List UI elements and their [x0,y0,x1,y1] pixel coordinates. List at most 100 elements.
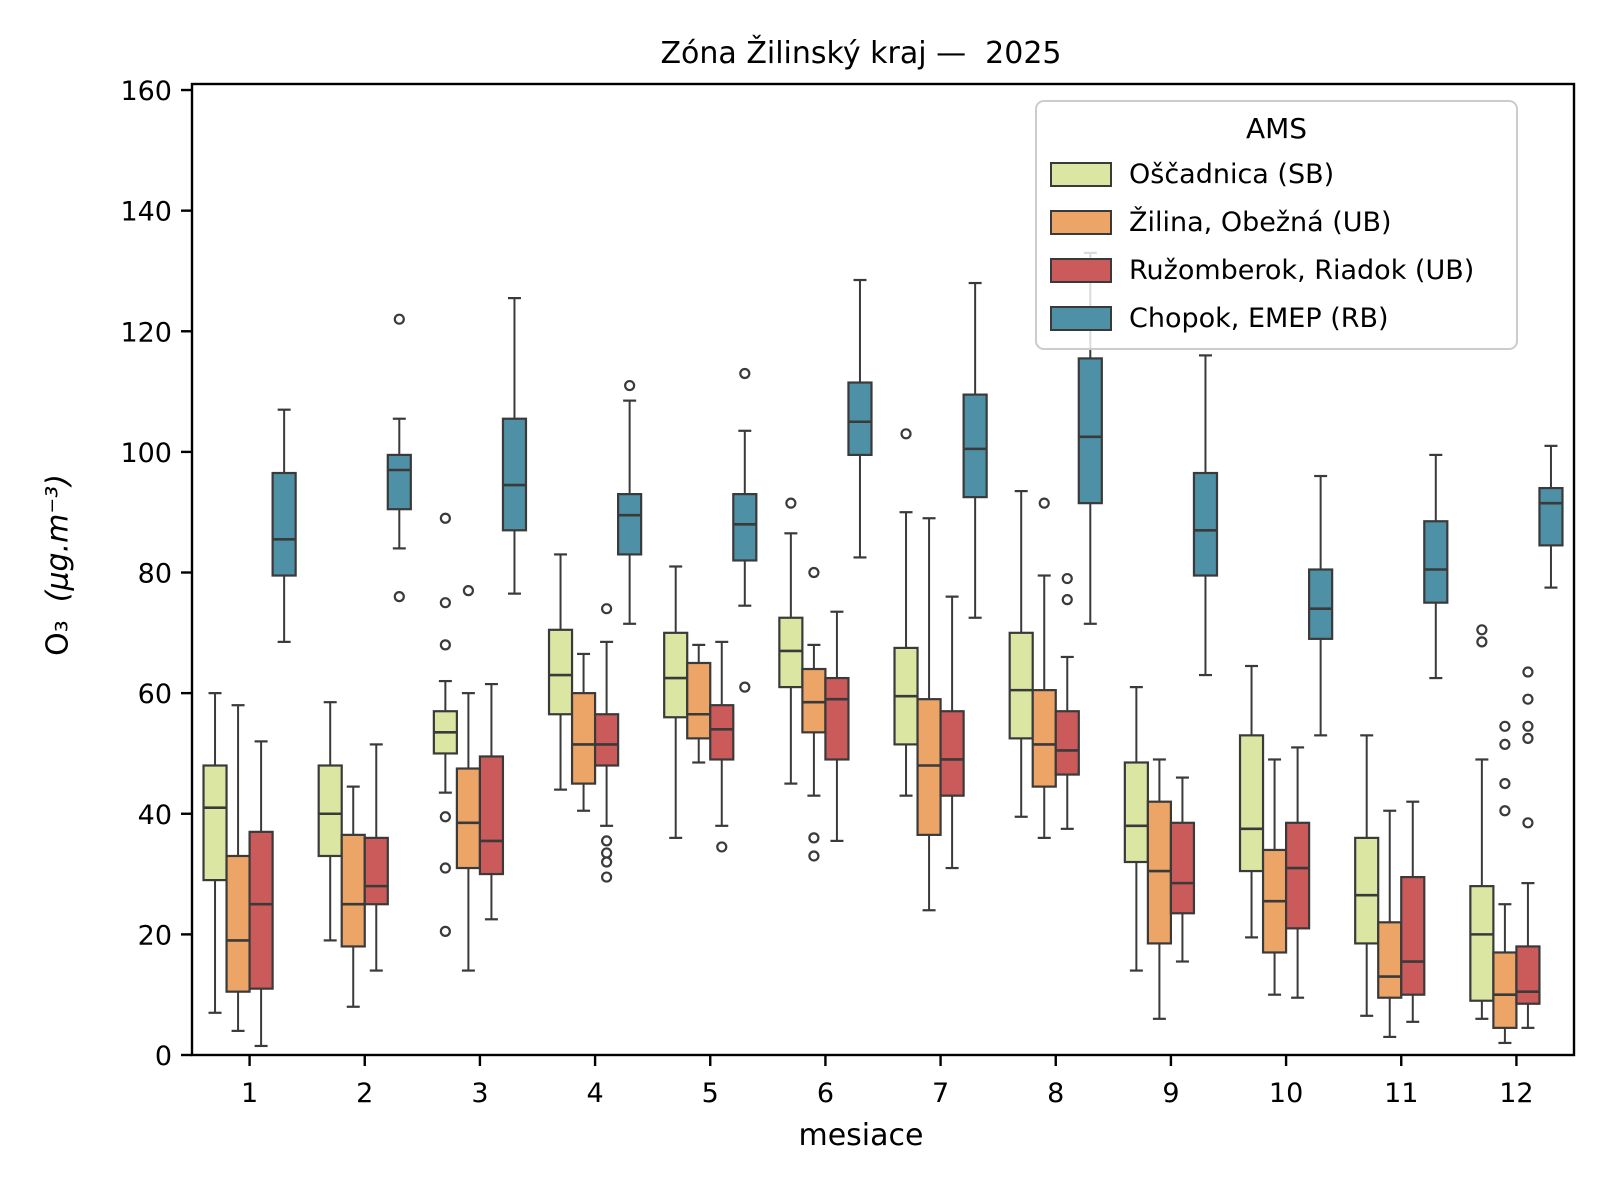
outlier-point [900,428,912,440]
iqr-box [1054,710,1080,776]
box-ruzomberok-riadok-month-4 [593,603,620,883]
iqr-box [225,854,251,993]
box-oscadnica-month-2 [317,701,343,942]
iqr-box [271,471,297,577]
iqr-box [478,755,505,876]
iqr-box [1354,836,1380,945]
x-tick-label: 3 [471,1078,488,1109]
legend-item-chopok-emep: Chopok, EMEP (RB) [1037,294,1516,342]
y-axis-label: O₃ (μg.m⁻³) [41,474,76,656]
outlier-point [439,639,451,651]
outlier-point [716,841,728,853]
iqr-box [363,836,389,906]
iqr-box [386,453,412,511]
iqr-box [1377,921,1403,999]
iqr-box [455,767,482,870]
outlier-point [1476,636,1488,648]
box-chopok-emep-month-1 [271,408,297,643]
box-ruzomberok-riadok-month-6 [824,610,850,842]
x-tick-label: 7 [932,1078,949,1109]
outlier-point [600,847,613,859]
outlier-point [393,591,405,603]
iqr-box [593,713,620,767]
box-oscadnica-month-5 [663,565,689,839]
outlier-point [1476,624,1488,636]
box-zilina-obezna-month-2 [340,785,366,1008]
iqr-box [709,704,735,761]
iqr-box [1169,821,1196,915]
box-zilina-obezna-month-6 [801,566,827,862]
outlier-point [600,871,613,883]
series-ruzomberok-riadok [248,572,1541,1048]
iqr-box [340,833,366,948]
box-ruzomberok-riadok-month-8 [1054,572,1080,830]
iqr-box [1469,885,1495,1002]
box-oscadnica-month-11 [1354,734,1380,1017]
outlier-point [1061,594,1073,606]
box-zilina-obezna-month-3 [455,585,482,972]
y-tick-label: 140 [120,197,172,228]
iqr-box [501,417,528,532]
outlier-point [1499,805,1511,817]
series-oscadnica [202,428,1495,1020]
box-zilina-obezna-month-12 [1492,720,1518,1045]
x-tick-label: 12 [1499,1078,1533,1109]
outlier-point [808,832,820,844]
y-tick-label: 160 [120,76,172,107]
legend-swatch-chopok-emep [1050,305,1112,331]
iqr-box [1515,945,1541,1005]
x-tick-label: 11 [1384,1078,1418,1109]
legend-swatch-ruzomberok-riadok [1050,257,1112,283]
box-oscadnica-month-10 [1238,664,1265,939]
iqr-box [962,393,988,499]
iqr-box [1538,486,1564,547]
box-oscadnica-month-4 [547,553,574,791]
iqr-box [1192,471,1219,577]
legend: AMS Oščadnica (SB) Žilina, Obežná (UB) Ruž… [1035,100,1518,350]
iqr-box [847,381,873,457]
box-chopok-emep-month-5 [732,367,758,693]
chart-title: Zóna Žilinský kraj — 2025 [660,36,1062,71]
x-tick-label: 1 [241,1078,258,1109]
iqr-box [1308,568,1334,640]
outlier-point [462,585,474,597]
x-tick-label: 2 [356,1078,373,1109]
outlier-point [600,603,613,615]
box-chopok-emep-month-12 [1538,444,1564,589]
y-tick-label: 20 [138,920,172,951]
iqr-box [801,667,827,734]
iqr-box [1031,689,1057,788]
iqr-box [778,616,804,689]
iqr-box [1146,800,1173,945]
outlier-point [808,566,820,579]
y-tick-label: 100 [120,438,172,469]
box-zilina-obezna-month-8 [1031,497,1057,839]
box-zilina-obezna-month-10 [1261,758,1288,996]
legend-label-chopok-emep: Chopok, EMEP (RB) [1129,302,1389,334]
box-ruzomberok-riadok-month-3 [478,682,505,921]
outlier-point [1038,497,1050,509]
outlier-point [439,597,451,609]
box-oscadnica-month-12 [1469,624,1495,1020]
outlier-point [600,856,613,868]
x-tick-label: 5 [702,1078,719,1109]
iqr-box [1008,631,1034,740]
legend-item-oscadnica: Oščadnica (SB) [1037,150,1516,198]
outlier-point [439,512,451,524]
box-zilina-obezna-month-9 [1146,758,1173,1020]
iqr-box [1423,520,1449,604]
outlier-point [393,313,405,325]
box-ruzomberok-riadok-month-10 [1284,746,1311,999]
x-tick-label: 8 [1047,1078,1064,1109]
box-zilina-obezna-month-4 [570,652,597,812]
box-chopok-emep-month-10 [1308,474,1334,737]
y-axis-species: O₃ [40,620,76,656]
iqr-box [939,710,965,797]
iqr-box [1492,951,1518,1029]
outlier-point [739,367,751,380]
box-chopok-emep-month-11 [1423,453,1449,680]
iqr-box [570,692,597,785]
series-chopok-emep [271,251,1564,737]
y-tick-label: 0 [155,1041,172,1072]
